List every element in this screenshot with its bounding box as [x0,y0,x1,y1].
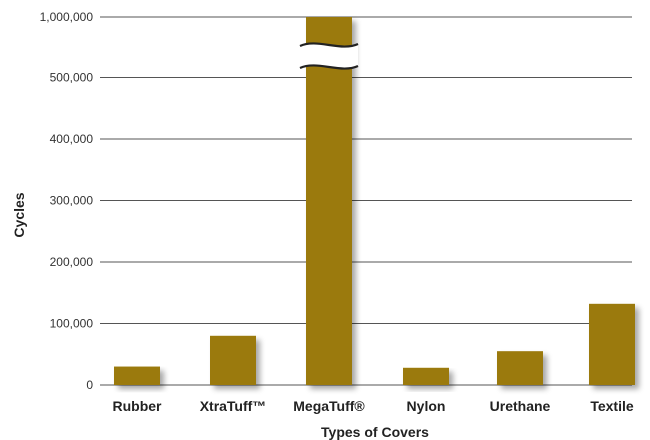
x-tick-labels: Rubber XtraTuff™ MegaTuff® Nylon Urethane Tex… [113,398,634,414]
axis-break-marks [299,42,359,70]
x-tick-label: Urethane [490,398,551,414]
x-tick-label: MegaTuff® [293,398,365,414]
axis-break-line [299,42,359,48]
y-tick-label: 200,000 [50,255,94,269]
x-tick-label: Nylon [407,398,446,414]
y-tick-label: 400,000 [50,132,94,146]
bar [114,366,160,385]
bar [497,351,543,385]
bar [210,335,256,385]
x-tick-label: Textile [590,398,634,414]
x-tick-label: XtraTuff™ [200,398,267,414]
x-axis-title: Types of Covers [321,424,429,440]
axis-break-gap [300,43,358,69]
y-tick-label: 100,000 [50,317,94,331]
y-tick-label: 1,000,000 [40,10,94,24]
y-tick-labels: 0 100,000 200,000 300,000 400,000 500,000 1,00… [40,10,94,392]
bar [306,17,352,385]
y-tick-label: 300,000 [50,194,94,208]
y-tick-label: 0 [86,378,93,392]
y-axis-title: Cycles [11,192,27,237]
axis-break-line [299,64,359,70]
bar [403,367,449,385]
x-tick-label: Rubber [113,398,163,414]
bar [589,303,635,385]
gridlines [100,16,632,386]
bars [114,17,635,385]
y-tick-label: 500,000 [50,71,94,85]
